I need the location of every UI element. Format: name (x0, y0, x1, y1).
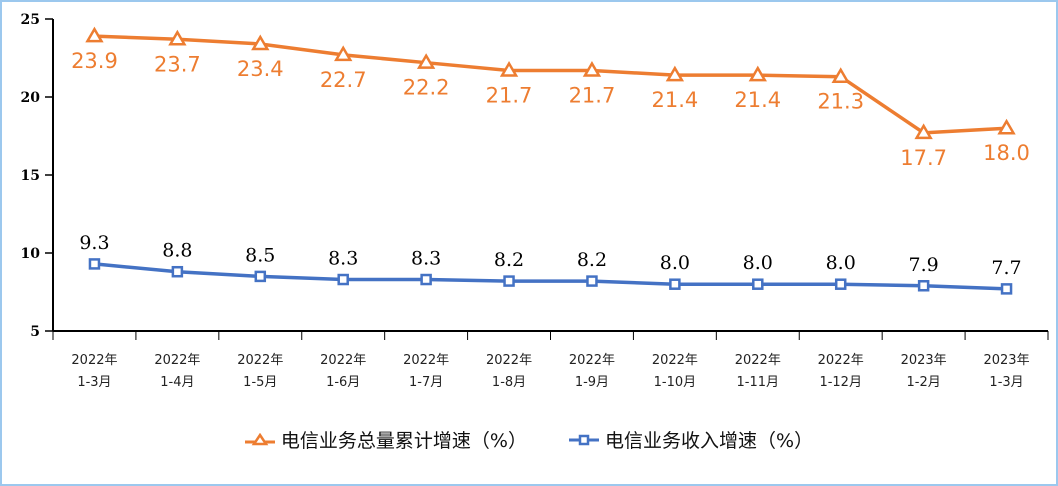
x-tick-label: 1-8月 (492, 375, 526, 390)
x-tick-label: 2022年 (486, 353, 532, 368)
data-label: 21.7 (486, 83, 533, 107)
x-tick-label: 2022年 (818, 353, 864, 368)
legend-item-total-volume: 电信业务总量累计增速（%） (244, 426, 527, 453)
x-tick-label: 1-2月 (907, 375, 941, 390)
data-label: 21.7 (569, 83, 616, 107)
x-tick-label: 1-12月 (819, 375, 862, 390)
y-tick-label: 10 (21, 246, 41, 262)
data-label: 18.0 (983, 141, 1030, 165)
x-tick-label: 2022年 (403, 353, 449, 368)
triangle-marker-icon (244, 432, 275, 445)
data-point-triangle (748, 65, 767, 82)
y-tick-label: 5 (30, 324, 40, 340)
x-tick-label: 2022年 (237, 353, 283, 368)
line-chart: 5 10 15 20 25 2022年 1-3月 2022年 1-4月 2022年 1-5月 2022… (21, 12, 1049, 390)
data-point-triangle (251, 34, 270, 51)
x-tick-label: 1-7月 (409, 375, 443, 390)
data-label: 23.7 (154, 52, 201, 76)
x-tick-label: 2022年 (154, 353, 200, 368)
data-label: 7.9 (909, 254, 939, 276)
x-tick-label: 1-3月 (77, 375, 111, 390)
y-tick-label: 25 (21, 12, 40, 28)
data-label: 9.3 (79, 232, 109, 254)
data-label: 17.7 (900, 146, 947, 170)
square-marker-icon (569, 434, 600, 445)
data-point-triangle (997, 118, 1016, 135)
data-label: 8.2 (577, 249, 607, 271)
y-tick-label: 15 (21, 168, 40, 184)
x-tick-label: 1-9月 (575, 375, 609, 390)
data-point-square (337, 273, 349, 286)
data-point-square (586, 275, 598, 287)
data-label: 8.0 (743, 252, 773, 274)
data-point-square (254, 270, 267, 283)
x-tick-label: 1-3月 (989, 375, 1023, 390)
data-label: 23.9 (71, 49, 118, 73)
x-tick-label: 2023年 (983, 353, 1029, 368)
x-tick-label: 1-6月 (326, 375, 360, 390)
x-tick-label: 2022年 (735, 353, 781, 368)
data-point-square (1000, 283, 1013, 295)
data-point-triangle (499, 60, 519, 77)
data-point-square (834, 278, 847, 290)
data-point-square (88, 258, 101, 270)
x-tick-label: 1-11月 (737, 375, 780, 390)
x-tick-label: 2022年 (320, 353, 366, 368)
data-label: 21.3 (817, 90, 864, 114)
x-tick-label: 2022年 (569, 353, 615, 368)
data-point-square (752, 278, 764, 290)
data-point-square (669, 278, 681, 290)
data-label: 8.8 (162, 240, 192, 262)
data-point-triangle (334, 45, 353, 62)
x-tick-label: 1-10月 (654, 375, 697, 390)
data-label: 8.3 (411, 248, 441, 270)
legend: 电信业务总量累计增速（%） 电信业务收入增速（%） (2, 426, 1056, 453)
series-line (94, 262, 1007, 291)
data-point-triangle (665, 65, 685, 82)
data-point-triangle (831, 67, 850, 83)
x-tick-label: 2022年 (652, 353, 698, 368)
data-label: 8.0 (660, 252, 690, 274)
data-point-square (503, 275, 515, 287)
legend-label: 电信业务收入增速（%） (605, 430, 814, 452)
data-label: 21.4 (734, 88, 781, 112)
data-point-triangle (914, 123, 933, 140)
data-label: 8.0 (826, 252, 856, 274)
data-label: 7.7 (991, 257, 1021, 279)
x-tick-label: 1-4月 (160, 375, 194, 390)
data-label: 8.3 (328, 248, 358, 270)
data-point-triangle (582, 60, 602, 77)
x-tick-label: 2023年 (901, 353, 947, 368)
data-label: 21.4 (651, 88, 698, 112)
data-label: 8.5 (245, 244, 275, 266)
data-label: 22.7 (320, 68, 367, 92)
data-label: 23.4 (237, 57, 284, 81)
x-tick-label: 2022年 (71, 353, 117, 368)
legend-label: 电信业务总量累计增速（%） (280, 430, 527, 452)
data-point-triangle (85, 26, 104, 43)
data-point-square (917, 280, 930, 292)
data-point-triangle (416, 53, 436, 69)
legend-item-revenue: 电信业务收入增速（%） (569, 426, 813, 453)
data-label: 8.2 (494, 249, 524, 271)
data-point-square (171, 265, 184, 278)
series-line (94, 34, 1007, 135)
data-point-triangle (168, 29, 187, 46)
data-label: 22.2 (403, 76, 450, 100)
data-point-square (420, 273, 432, 286)
y-tick-label: 20 (21, 90, 41, 106)
x-tick-label: 1-5月 (243, 375, 277, 390)
